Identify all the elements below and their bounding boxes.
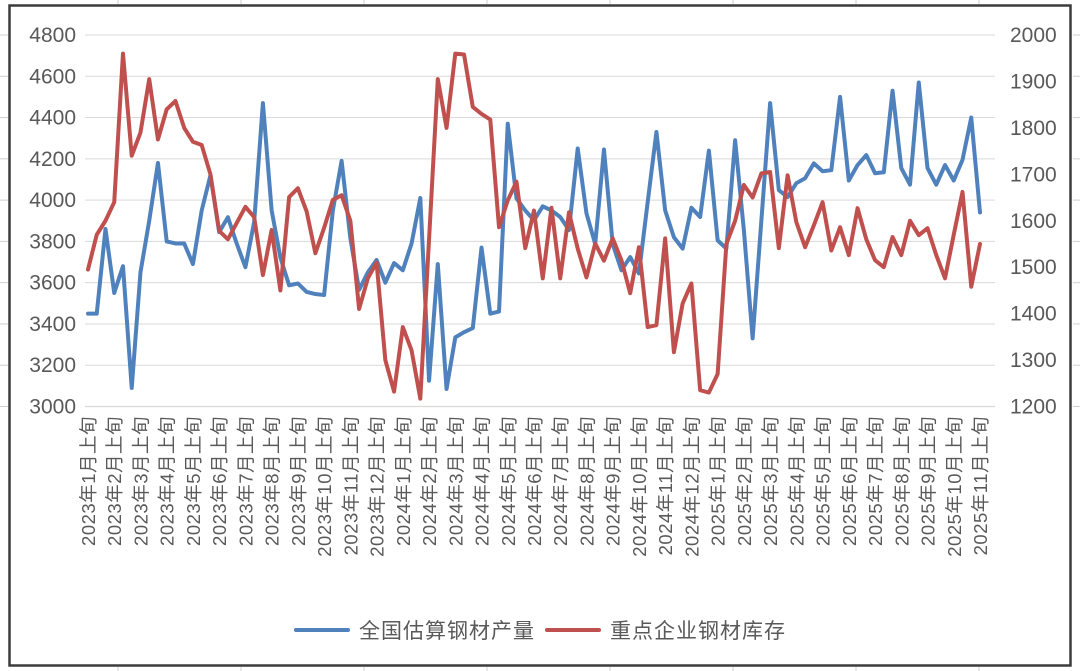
chart-border bbox=[8, 4, 1072, 667]
x-axis-tick: 2023年9月上旬 bbox=[288, 416, 309, 546]
right-axis-tick: 2000 bbox=[1010, 24, 1057, 47]
left-axis-tick: 4200 bbox=[29, 148, 76, 171]
x-axis-tick: 2024年10月上旬 bbox=[629, 416, 650, 557]
left-axis-tick: 4400 bbox=[29, 107, 76, 130]
right-axis-tick: 1500 bbox=[1010, 256, 1057, 279]
left-axis-tick: 3400 bbox=[29, 313, 76, 336]
left-axis-tick: 3800 bbox=[29, 230, 76, 253]
right-axis-tick: 1700 bbox=[1010, 163, 1057, 186]
x-axis-tick: 2024年5月上旬 bbox=[498, 416, 519, 546]
right-axis-tick: 1200 bbox=[1010, 396, 1057, 419]
left-axis-tick: 4000 bbox=[29, 189, 76, 212]
right-axis-tick: 1800 bbox=[1010, 117, 1057, 140]
x-axis-tick: 2023年6月上旬 bbox=[209, 416, 230, 546]
x-axis-tick: 2023年11月上旬 bbox=[340, 416, 361, 555]
left-axis-tick: 3600 bbox=[29, 272, 76, 295]
x-axis-tick: 2025年10月上旬 bbox=[944, 416, 965, 557]
x-axis-tick: 2024年8月上旬 bbox=[576, 416, 597, 546]
x-axis-tick: 2024年3月上旬 bbox=[445, 416, 466, 546]
x-axis-tick: 2023年1月上旬 bbox=[78, 416, 99, 546]
x-axis-tick: 2024年1月上旬 bbox=[393, 416, 414, 546]
x-axis-tick: 2023年7月上旬 bbox=[235, 416, 256, 546]
inventory-line bbox=[86, 51, 982, 401]
x-axis-tick: 2024年6月上旬 bbox=[524, 416, 545, 546]
x-axis-tick: 2025年2月上旬 bbox=[734, 416, 755, 546]
x-axis-tick: 2024年4月上旬 bbox=[472, 416, 493, 546]
x-axis-tick: 2025年9月上旬 bbox=[918, 416, 939, 546]
x-axis-tick: 2024年2月上旬 bbox=[419, 416, 440, 546]
legend-label-production: 全国估算钢材产量 bbox=[359, 620, 535, 643]
x-axis-tick: 2025年11月上旬 bbox=[970, 416, 991, 555]
right-axis-tick: 1900 bbox=[1010, 70, 1057, 93]
chart-legend: 全国估算钢材产量 重点企业钢材库存 bbox=[0, 615, 1080, 645]
x-axis-tick: 2023年12月上旬 bbox=[367, 416, 388, 557]
x-axis-tick: 2025年7月上旬 bbox=[865, 416, 886, 546]
x-axis-tick: 2023年3月上旬 bbox=[130, 416, 151, 546]
legend-item-production: 全国估算钢材产量 bbox=[294, 615, 535, 645]
x-axis-tick: 2024年11月上旬 bbox=[655, 416, 676, 555]
inventory-line-swatch bbox=[545, 627, 601, 633]
x-axis-tick: 2023年10月上旬 bbox=[314, 416, 335, 557]
x-axis-tick: 2024年9月上旬 bbox=[603, 416, 624, 546]
x-axis-tick: 2023年5月上旬 bbox=[183, 416, 204, 546]
x-axis-tick: 2025年5月上旬 bbox=[813, 416, 834, 546]
x-axis-tick: 2024年12月上旬 bbox=[681, 416, 702, 557]
left-axis-tick: 3000 bbox=[29, 396, 76, 419]
x-axis-tick: 2024年7月上旬 bbox=[550, 416, 571, 546]
left-axis-tick: 4600 bbox=[29, 65, 76, 88]
left-axis-tick: 4800 bbox=[29, 24, 76, 47]
left-axis-tick: 3200 bbox=[29, 354, 76, 377]
production-line-swatch bbox=[294, 627, 350, 633]
right-axis-tick: 1400 bbox=[1010, 303, 1057, 326]
legend-label-inventory: 重点企业钢材库存 bbox=[610, 620, 786, 643]
x-axis-tick: 2023年2月上旬 bbox=[104, 416, 125, 546]
legend-item-inventory: 重点企业钢材库存 bbox=[545, 615, 786, 645]
x-axis-tick: 2025年6月上旬 bbox=[839, 416, 860, 546]
right-axis-tick: 1600 bbox=[1010, 210, 1057, 233]
x-axis-tick: 2025年4月上旬 bbox=[786, 416, 807, 546]
x-axis-tick: 2025年1月上旬 bbox=[708, 416, 729, 546]
x-axis-tick: 2023年8月上旬 bbox=[262, 416, 283, 546]
x-axis-tick: 2025年8月上旬 bbox=[891, 416, 912, 546]
x-axis-tick: 2025年3月上旬 bbox=[760, 416, 781, 546]
right-axis-tick: 1300 bbox=[1010, 349, 1057, 372]
x-axis-tick: 2023年4月上旬 bbox=[157, 416, 178, 546]
